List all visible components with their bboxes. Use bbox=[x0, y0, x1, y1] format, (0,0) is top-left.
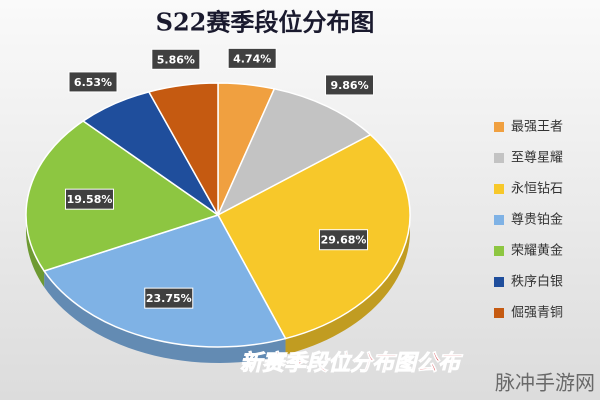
legend-label: 永恒钻石 bbox=[511, 182, 563, 197]
slice bbox=[216, 87, 372, 217]
chart-title: S22赛季段位分布图 bbox=[156, 8, 375, 37]
value-label: 9.86% bbox=[330, 79, 368, 92]
legend-swatch bbox=[494, 184, 504, 194]
label-box bbox=[64, 188, 114, 210]
value-label: 4.74% bbox=[233, 52, 271, 65]
legend-label: 最强王者 bbox=[511, 120, 563, 135]
banner-text: 新赛季段位分布图公布 bbox=[240, 350, 463, 376]
label-box bbox=[319, 229, 369, 251]
legend-label: 至尊星耀 bbox=[511, 150, 563, 166]
label-box bbox=[227, 47, 277, 69]
legend-swatch bbox=[494, 153, 504, 163]
slice-side bbox=[44, 270, 286, 363]
value-label: 5.86% bbox=[157, 53, 195, 66]
legend-swatch bbox=[494, 246, 504, 256]
legend-label: 尊贵铂金 bbox=[511, 212, 563, 228]
pie: 4.74% 9.86% 29.68% 23.75% 19.58% 6.53% 5.86% bbox=[25, 47, 411, 363]
label-box bbox=[325, 74, 375, 96]
value-label: 23.75% bbox=[146, 292, 192, 305]
label-box bbox=[151, 48, 201, 70]
label-box bbox=[144, 287, 194, 309]
slice bbox=[147, 82, 219, 218]
slice-side bbox=[285, 215, 410, 355]
slice-side bbox=[26, 215, 45, 287]
legend-swatch bbox=[494, 308, 504, 318]
value-label: 29.68% bbox=[321, 234, 367, 247]
legend-label: 倔强青铜 bbox=[511, 306, 563, 321]
legend-label: 秩序白银 bbox=[511, 274, 563, 290]
watermark: 脉冲手游网 bbox=[495, 371, 595, 395]
legend-swatch bbox=[494, 277, 504, 287]
value-label: 6.53% bbox=[74, 76, 112, 89]
slice bbox=[42, 214, 287, 348]
value-label: 19.58% bbox=[67, 193, 113, 206]
label-box bbox=[68, 71, 118, 93]
legend-swatch bbox=[494, 215, 504, 225]
legend-label: 荣耀黄金 bbox=[511, 243, 563, 259]
legend-swatch bbox=[494, 122, 504, 132]
slice bbox=[216, 133, 411, 340]
slice bbox=[25, 120, 220, 272]
